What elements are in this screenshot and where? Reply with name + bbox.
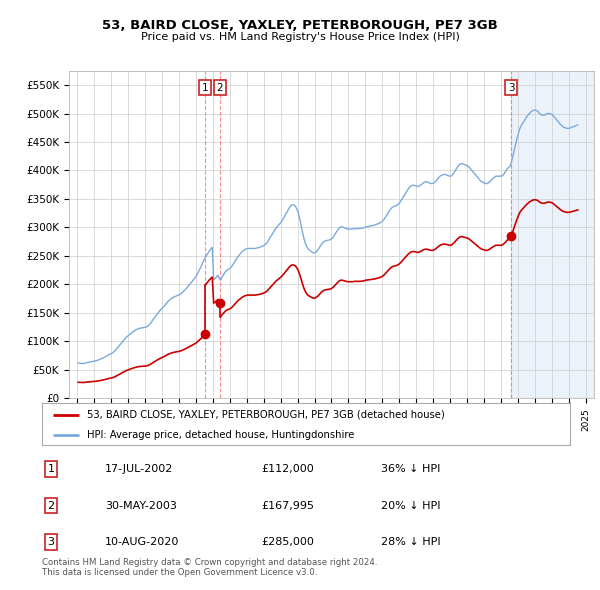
Text: Contains HM Land Registry data © Crown copyright and database right 2024.
This d: Contains HM Land Registry data © Crown c… xyxy=(42,558,377,577)
Text: Price paid vs. HM Land Registry's House Price Index (HPI): Price paid vs. HM Land Registry's House … xyxy=(140,32,460,42)
Text: 28% ↓ HPI: 28% ↓ HPI xyxy=(381,537,440,547)
Text: 2: 2 xyxy=(47,501,55,510)
Text: £285,000: £285,000 xyxy=(261,537,314,547)
Text: 53, BAIRD CLOSE, YAXLEY, PETERBOROUGH, PE7 3GB (detached house): 53, BAIRD CLOSE, YAXLEY, PETERBOROUGH, P… xyxy=(87,410,445,420)
Text: 17-JUL-2002: 17-JUL-2002 xyxy=(105,464,173,474)
Text: 2: 2 xyxy=(217,83,223,93)
Text: 10-AUG-2020: 10-AUG-2020 xyxy=(105,537,179,547)
Text: £167,995: £167,995 xyxy=(261,501,314,510)
Text: 36% ↓ HPI: 36% ↓ HPI xyxy=(381,464,440,474)
Text: 1: 1 xyxy=(47,464,55,474)
Text: 30-MAY-2003: 30-MAY-2003 xyxy=(105,501,177,510)
Text: 3: 3 xyxy=(508,83,514,93)
Text: £112,000: £112,000 xyxy=(261,464,314,474)
Text: 1: 1 xyxy=(202,83,208,93)
Text: HPI: Average price, detached house, Huntingdonshire: HPI: Average price, detached house, Hunt… xyxy=(87,430,354,440)
Text: 53, BAIRD CLOSE, YAXLEY, PETERBOROUGH, PE7 3GB: 53, BAIRD CLOSE, YAXLEY, PETERBOROUGH, P… xyxy=(102,19,498,32)
Text: 20% ↓ HPI: 20% ↓ HPI xyxy=(381,501,440,510)
Text: 3: 3 xyxy=(47,537,55,547)
Bar xyxy=(511,71,594,398)
